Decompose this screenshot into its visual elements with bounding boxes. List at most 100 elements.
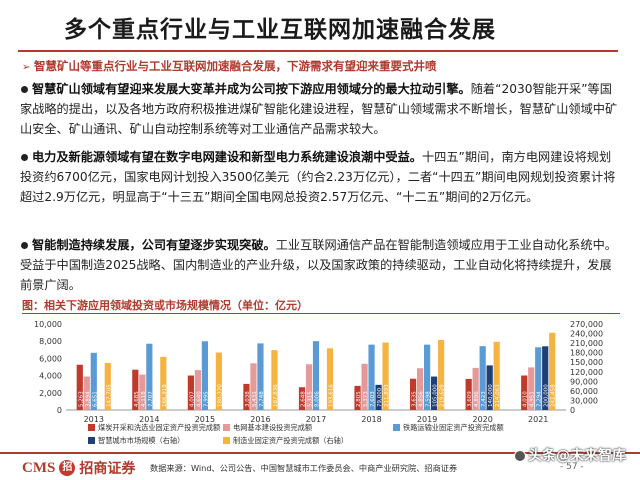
bar-value-label: 7,423 bbox=[481, 391, 487, 407]
bar bbox=[257, 343, 264, 410]
legend-swatch bbox=[88, 424, 95, 431]
summary-text: 智慧矿山等重点行业与工业互联网加速融合发展，下游需求有望迎来重要式井喷 bbox=[34, 59, 437, 73]
bar bbox=[354, 385, 361, 410]
bar-value-label: 4,896 bbox=[474, 391, 480, 407]
legend-swatch bbox=[223, 437, 230, 444]
bar-value-label: 5,263 bbox=[78, 391, 84, 407]
legend-swatch bbox=[223, 424, 230, 431]
bar bbox=[472, 367, 479, 410]
bar-value-label: 166,918 bbox=[162, 384, 168, 407]
bar-value-label: 147,705 bbox=[106, 384, 112, 407]
bar bbox=[201, 341, 208, 410]
bar-value-label: 5,315 bbox=[308, 391, 314, 407]
bar-value-label: 5,373 bbox=[363, 391, 369, 407]
bar-value-label: 8,006 bbox=[315, 391, 321, 407]
bar bbox=[146, 343, 153, 410]
bar-value-label: 7,748 bbox=[259, 391, 265, 407]
bar bbox=[160, 356, 167, 410]
bar bbox=[375, 384, 382, 410]
x-tick-label: 2017 bbox=[306, 415, 326, 424]
bar-value-label: 7,603 bbox=[370, 391, 376, 407]
x-tick-label: 2021 bbox=[528, 415, 548, 424]
summary-line: ➢ 智慧矿山等重点行业与工业互联网加速融合发展，下游需求有望迎来重要式井喷 bbox=[22, 58, 437, 74]
bar bbox=[104, 362, 111, 410]
y-right-tick-label: 90,000 bbox=[570, 377, 598, 386]
footer-divider bbox=[0, 452, 640, 454]
bar-value-label: 2,648 bbox=[301, 391, 307, 407]
bar bbox=[250, 363, 257, 410]
bar-value-label: 214,063 bbox=[495, 384, 501, 407]
x-tick-label: 2020 bbox=[472, 415, 492, 424]
bar bbox=[549, 332, 556, 410]
logo-text: CMS bbox=[22, 459, 56, 476]
bar bbox=[542, 346, 549, 410]
logo-mark-icon: 招 bbox=[59, 460, 76, 476]
watermark-icon bbox=[514, 450, 526, 462]
y-right-tick-label: 150,000 bbox=[570, 358, 603, 367]
bar-value-label: 79,000 bbox=[377, 387, 383, 407]
page-title: 多个重点行业与工业互联网加速融合发展 bbox=[64, 17, 496, 43]
bar-value-label: 5,431 bbox=[252, 391, 258, 407]
bar-value-label: 242,458 bbox=[551, 384, 557, 407]
y-right-tick-label: 30,000 bbox=[570, 396, 598, 405]
y-right-tick-label: 0 bbox=[570, 406, 575, 415]
bar-value-label: 180,370 bbox=[217, 384, 223, 407]
x-tick-label: 2015 bbox=[195, 415, 215, 424]
legend-label: 铁路运输业固定资产投资完成额 bbox=[403, 423, 504, 432]
bar bbox=[215, 352, 222, 410]
bar-value-label: 3,038 bbox=[245, 391, 251, 407]
y-left-tick-label: 8,000 bbox=[39, 337, 62, 346]
y-left-tick-label: 0 bbox=[57, 406, 62, 415]
bar bbox=[243, 383, 250, 410]
watermark-text: 头条@未来智库 bbox=[528, 448, 626, 464]
bar bbox=[410, 378, 417, 410]
bar bbox=[368, 344, 375, 410]
bar-value-label: 3,894 bbox=[85, 391, 91, 407]
bar-value-label: 7,598 bbox=[426, 391, 432, 407]
bar bbox=[271, 350, 278, 410]
bar-value-label: 193,616 bbox=[329, 384, 335, 407]
y-right-tick-label: 120,000 bbox=[570, 368, 603, 377]
bar bbox=[298, 387, 306, 410]
company-logo: CMS 招 招商证券 bbox=[22, 458, 135, 478]
x-tick-label: 2016 bbox=[250, 415, 270, 424]
bullet-icon bbox=[20, 147, 32, 157]
bar-value-label: 3,609 bbox=[467, 391, 473, 407]
bar-value-label: 105,000 bbox=[433, 384, 439, 407]
investment-bar-chart: 02,0004,0006,0008,00010,000030,00060,000… bbox=[34, 320, 603, 445]
y-left-tick-label: 4,000 bbox=[39, 372, 62, 381]
x-tick-label: 2014 bbox=[139, 415, 159, 424]
legend-label: 智慧城市市场规模（右轴） bbox=[98, 436, 184, 445]
page-number: - 57 - bbox=[560, 462, 584, 472]
bar bbox=[382, 342, 389, 410]
paragraph-body: 随着“2030智能开采”等国家战略的提出，以及各地方政府积极推进煤矿智能化建设进… bbox=[20, 82, 618, 136]
logo-cn-text: 招商证券 bbox=[79, 461, 136, 477]
bar-value-label: 3,635 bbox=[412, 391, 418, 407]
bar-value-label: 219,628 bbox=[440, 384, 446, 407]
bar-value-label: 7,995 bbox=[203, 391, 209, 407]
bar-value-label: 2,805 bbox=[356, 391, 362, 407]
y-right-tick-label: 180,000 bbox=[570, 349, 603, 358]
bar-value-label: 187,836 bbox=[273, 384, 279, 407]
y-left-tick-label: 2,000 bbox=[39, 389, 62, 398]
bar-value-label: 4,010 bbox=[523, 391, 529, 407]
bar-value-label: 6,651 bbox=[92, 391, 98, 407]
bar bbox=[528, 367, 535, 410]
x-tick-label: 2019 bbox=[417, 415, 437, 424]
figure-divider bbox=[22, 313, 620, 314]
bar-value-label: 211,893 bbox=[384, 384, 390, 407]
paragraph-power: 电力及新能源领域有望在数字电网建设和新型电力系统建设浪潮中受益。十四五”期间，南… bbox=[20, 147, 620, 207]
legend-swatch bbox=[393, 424, 400, 431]
legend-label: 煤炭开采和洗选业固定资产投资完成额 bbox=[98, 423, 220, 432]
bar bbox=[194, 370, 201, 410]
bar bbox=[465, 378, 472, 410]
paragraph-lead: 电力及新能源领域有望在数字电网建设和新型电力系统建设浪潮中受益。 bbox=[32, 150, 422, 164]
paragraph-lead: 智能制造持续发展，公司有望逐步实现突破。 bbox=[32, 238, 276, 252]
bullet-icon bbox=[20, 79, 32, 89]
bar bbox=[431, 376, 438, 410]
bar bbox=[139, 374, 146, 410]
bar bbox=[326, 348, 334, 410]
bar-value-label: 7,294 bbox=[537, 391, 543, 407]
bar bbox=[417, 368, 424, 410]
bar-value-label: 4,640 bbox=[196, 391, 202, 407]
